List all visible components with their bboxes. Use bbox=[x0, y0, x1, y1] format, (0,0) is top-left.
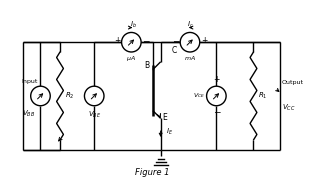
Text: −: − bbox=[172, 36, 179, 45]
Text: E: E bbox=[163, 113, 167, 122]
Text: $V_{CC}$: $V_{CC}$ bbox=[282, 103, 295, 113]
Circle shape bbox=[84, 86, 104, 106]
Circle shape bbox=[121, 33, 141, 52]
Circle shape bbox=[207, 86, 226, 106]
Text: $I_b$: $I_b$ bbox=[130, 19, 137, 29]
Text: +: + bbox=[213, 75, 220, 84]
Text: $I_E$: $I_E$ bbox=[166, 127, 173, 137]
Text: Input: Input bbox=[21, 79, 37, 84]
Text: $V_{CE}$: $V_{CE}$ bbox=[193, 91, 205, 100]
Text: $I_c$: $I_c$ bbox=[187, 19, 193, 29]
Text: $mA$: $mA$ bbox=[184, 54, 196, 62]
Text: $V_{BB}$: $V_{BB}$ bbox=[22, 108, 35, 119]
Text: +: + bbox=[114, 36, 121, 45]
Text: $V_{BE}$: $V_{BE}$ bbox=[88, 110, 101, 120]
Text: $R_1$: $R_1$ bbox=[258, 91, 268, 101]
Text: Figure 1: Figure 1 bbox=[135, 168, 169, 177]
Text: $\mu A$: $\mu A$ bbox=[126, 54, 136, 63]
Text: +: + bbox=[201, 36, 207, 45]
Circle shape bbox=[31, 86, 50, 106]
Text: B: B bbox=[144, 61, 149, 70]
Text: −: − bbox=[142, 36, 150, 45]
Text: −: − bbox=[213, 108, 220, 117]
Text: C: C bbox=[172, 46, 177, 55]
Circle shape bbox=[180, 33, 200, 52]
Text: $R_2$: $R_2$ bbox=[65, 91, 74, 101]
Text: Output: Output bbox=[282, 80, 304, 85]
